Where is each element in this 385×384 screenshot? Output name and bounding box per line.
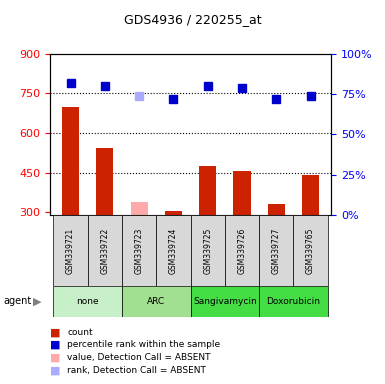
FancyBboxPatch shape (191, 215, 225, 286)
FancyBboxPatch shape (191, 286, 259, 317)
Text: count: count (67, 328, 93, 337)
Bar (199, 166, 216, 215)
Text: GSM339721: GSM339721 (66, 227, 75, 274)
Text: GSM339765: GSM339765 (306, 227, 315, 274)
FancyBboxPatch shape (259, 215, 293, 286)
Text: rank, Detection Call = ABSENT: rank, Detection Call = ABSENT (67, 366, 206, 375)
Bar (62, 107, 79, 215)
Bar (96, 147, 114, 215)
Text: ▶: ▶ (33, 296, 41, 306)
FancyBboxPatch shape (225, 215, 259, 286)
FancyBboxPatch shape (88, 215, 122, 286)
Text: ■: ■ (50, 365, 60, 375)
Text: GDS4936 / 220255_at: GDS4936 / 220255_at (124, 13, 261, 26)
Text: GSM339726: GSM339726 (238, 227, 246, 274)
FancyBboxPatch shape (293, 215, 328, 286)
FancyBboxPatch shape (54, 215, 88, 286)
Text: percentile rank within the sample: percentile rank within the sample (67, 340, 221, 349)
Bar (233, 171, 251, 215)
Text: agent: agent (4, 296, 32, 306)
Text: ■: ■ (50, 353, 60, 362)
FancyBboxPatch shape (54, 286, 122, 317)
Text: GSM339727: GSM339727 (272, 227, 281, 274)
Bar (165, 211, 182, 215)
Text: Sangivamycin: Sangivamycin (193, 297, 257, 306)
Text: GSM339724: GSM339724 (169, 227, 178, 274)
Text: GSM339723: GSM339723 (135, 227, 144, 274)
Text: value, Detection Call = ABSENT: value, Detection Call = ABSENT (67, 353, 211, 362)
Text: none: none (77, 297, 99, 306)
Text: Doxorubicin: Doxorubicin (266, 297, 320, 306)
FancyBboxPatch shape (122, 215, 156, 286)
Text: GSM339725: GSM339725 (203, 227, 212, 274)
Bar (268, 204, 285, 215)
FancyBboxPatch shape (259, 286, 328, 317)
Bar (302, 175, 319, 215)
Text: ■: ■ (50, 340, 60, 350)
Text: GSM339722: GSM339722 (100, 227, 109, 274)
Text: ■: ■ (50, 327, 60, 337)
FancyBboxPatch shape (122, 286, 191, 317)
Text: ARC: ARC (147, 297, 166, 306)
Bar (131, 202, 148, 215)
FancyBboxPatch shape (156, 215, 191, 286)
